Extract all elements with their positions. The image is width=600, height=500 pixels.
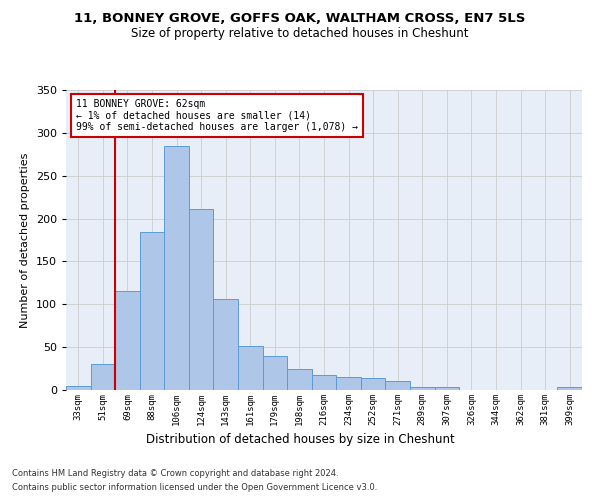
Bar [361,378,385,390]
Text: 11 BONNEY GROVE: 62sqm
← 1% of detached houses are smaller (14)
99% of semi-deta: 11 BONNEY GROVE: 62sqm ← 1% of detached … [76,99,358,132]
Bar [140,232,164,390]
Bar [238,346,263,390]
Bar [263,356,287,390]
Text: Distribution of detached houses by size in Cheshunt: Distribution of detached houses by size … [146,432,454,446]
Bar [410,386,434,390]
Bar [557,386,582,390]
Text: Contains public sector information licensed under the Open Government Licence v3: Contains public sector information licen… [12,484,377,492]
Bar [336,377,361,390]
Bar [385,382,410,390]
Bar [214,299,238,390]
Bar [91,364,115,390]
Bar [66,386,91,390]
Bar [164,146,189,390]
Bar [115,290,140,390]
Text: 11, BONNEY GROVE, GOFFS OAK, WALTHAM CROSS, EN7 5LS: 11, BONNEY GROVE, GOFFS OAK, WALTHAM CRO… [74,12,526,26]
Bar [287,370,312,390]
Bar [434,388,459,390]
Bar [189,209,214,390]
Y-axis label: Number of detached properties: Number of detached properties [20,152,30,328]
Text: Contains HM Land Registry data © Crown copyright and database right 2024.: Contains HM Land Registry data © Crown c… [12,468,338,477]
Text: Size of property relative to detached houses in Cheshunt: Size of property relative to detached ho… [131,28,469,40]
Bar [312,374,336,390]
